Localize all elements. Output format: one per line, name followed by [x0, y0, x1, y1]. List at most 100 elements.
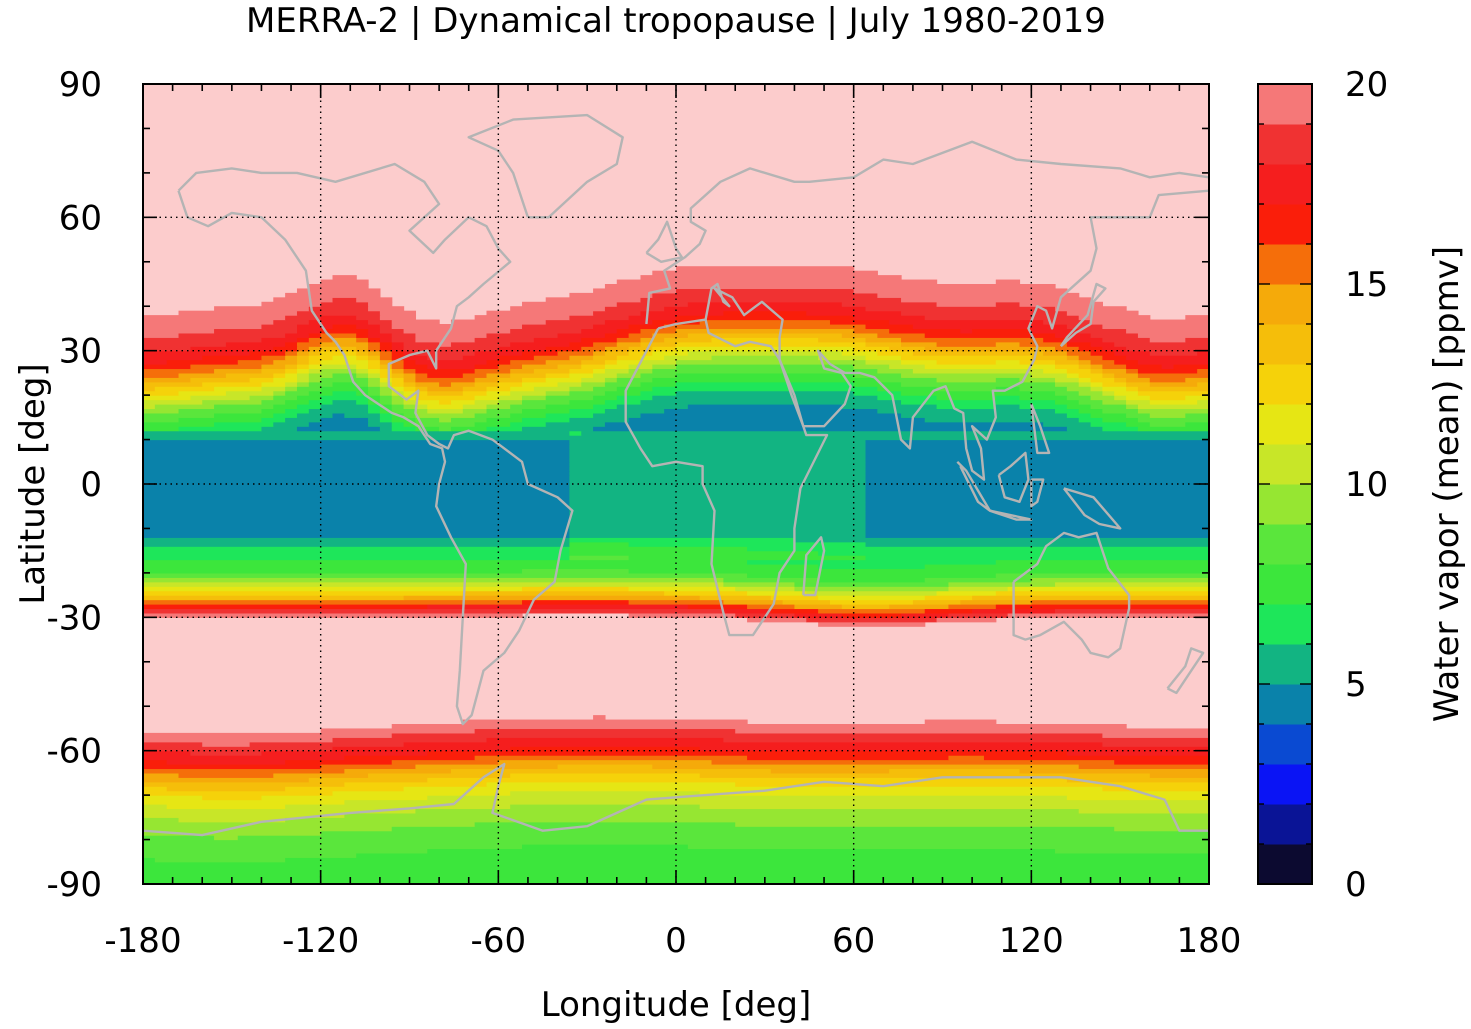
- field-cell: [296, 426, 381, 432]
- field-cell: [865, 510, 1209, 516]
- field-cell: [143, 470, 570, 476]
- field-cell: [415, 368, 476, 374]
- field-cell: [841, 301, 938, 307]
- field-cell: [1055, 359, 1080, 365]
- field-cell: [545, 297, 642, 303]
- field-cell: [604, 368, 630, 374]
- field-cell: [1066, 426, 1103, 432]
- field-cell: [356, 372, 369, 378]
- field-cell: [427, 355, 464, 361]
- field-cell: [320, 359, 369, 365]
- field-cell: [356, 324, 381, 330]
- field-cell: [143, 577, 724, 583]
- field-cell: [462, 408, 488, 414]
- field-cell: [569, 524, 867, 530]
- field-cell: [569, 439, 867, 445]
- field-cell: [924, 417, 1080, 423]
- field-cell: [510, 306, 606, 312]
- field-cell: [1055, 848, 1209, 854]
- field-cell: [1055, 581, 1209, 587]
- field-cell: [379, 337, 393, 343]
- field-cell: [261, 301, 322, 307]
- field-cell: [545, 421, 606, 427]
- field-cell: [474, 728, 736, 734]
- field-cell: [391, 426, 417, 432]
- field-cell: [1066, 395, 1092, 401]
- field-cell: [569, 541, 630, 547]
- field-cell: [1114, 395, 1127, 401]
- field-cell: [569, 457, 867, 463]
- field-cell: [628, 324, 665, 330]
- field-cell: [735, 781, 1209, 787]
- field-cell: [593, 412, 642, 418]
- field-cell: [486, 408, 523, 414]
- field-cell: [143, 368, 215, 374]
- field-cell: [143, 804, 168, 810]
- field-cell: [569, 444, 867, 450]
- field-cell: [936, 341, 997, 347]
- field-cell: [770, 768, 890, 774]
- field-cell: [332, 297, 357, 303]
- field-cell: [522, 426, 594, 432]
- field-cell: [415, 332, 488, 338]
- field-cell: [699, 790, 1209, 796]
- field-cell: [1102, 426, 1139, 432]
- field-cell: [960, 599, 1032, 605]
- field-cell: [569, 417, 630, 423]
- field-cell: [640, 412, 902, 418]
- field-cell: [368, 404, 381, 410]
- field-cell: [308, 372, 334, 378]
- field-cell: [865, 337, 902, 343]
- field-cell: [439, 426, 452, 432]
- coastline: [467, 113, 624, 219]
- field-cell: [901, 355, 1032, 361]
- field-cell: [391, 381, 405, 387]
- field-cell: [522, 399, 570, 405]
- field-cell: [1102, 324, 1209, 330]
- field-cell: [143, 372, 180, 378]
- field-cell: [379, 341, 393, 347]
- field-cell: [569, 537, 796, 543]
- field-cell: [1149, 421, 1186, 427]
- field-cell: [285, 417, 322, 423]
- field-cell: [368, 417, 381, 423]
- field-cell: [143, 315, 286, 321]
- colorbar-swatch: [1258, 204, 1312, 245]
- field-cell: [1102, 390, 1115, 396]
- field-cell: [1066, 350, 1092, 356]
- field-cell: [510, 772, 701, 778]
- field-cell: [1078, 315, 1151, 321]
- field-cell: [569, 461, 867, 467]
- field-cell: [640, 310, 724, 316]
- field-cell: [522, 324, 594, 330]
- field-cell: [285, 399, 310, 405]
- field-cell: [853, 381, 902, 387]
- field-cell: [628, 350, 653, 356]
- x-axis-label: Longitude [deg]: [541, 985, 812, 1025]
- field-cell: [320, 386, 369, 392]
- field-cell: [865, 475, 1209, 481]
- field-cell: [865, 528, 1209, 534]
- field-cell: [486, 332, 559, 338]
- field-cell: [474, 395, 499, 401]
- field-cell: [865, 470, 1209, 476]
- field-cell: [285, 386, 298, 392]
- field-cell: [747, 572, 997, 578]
- field-cell: [581, 377, 606, 383]
- field-cell: [143, 537, 570, 543]
- coastline: [645, 220, 684, 263]
- field-cell: [474, 381, 499, 387]
- field-cell: [332, 399, 357, 405]
- field-cell: [379, 324, 393, 330]
- field-cell: [533, 355, 570, 361]
- field-cell: [1197, 368, 1209, 374]
- field-cell: [379, 350, 393, 356]
- field-cell: [332, 746, 511, 752]
- field-cell: [332, 381, 357, 387]
- field-cell: [604, 390, 642, 396]
- field-cell: [1055, 377, 1080, 383]
- field-cell: [865, 341, 902, 347]
- field-cell: [912, 350, 1044, 356]
- field-cell: [237, 359, 274, 365]
- field-cell: [1090, 350, 1115, 356]
